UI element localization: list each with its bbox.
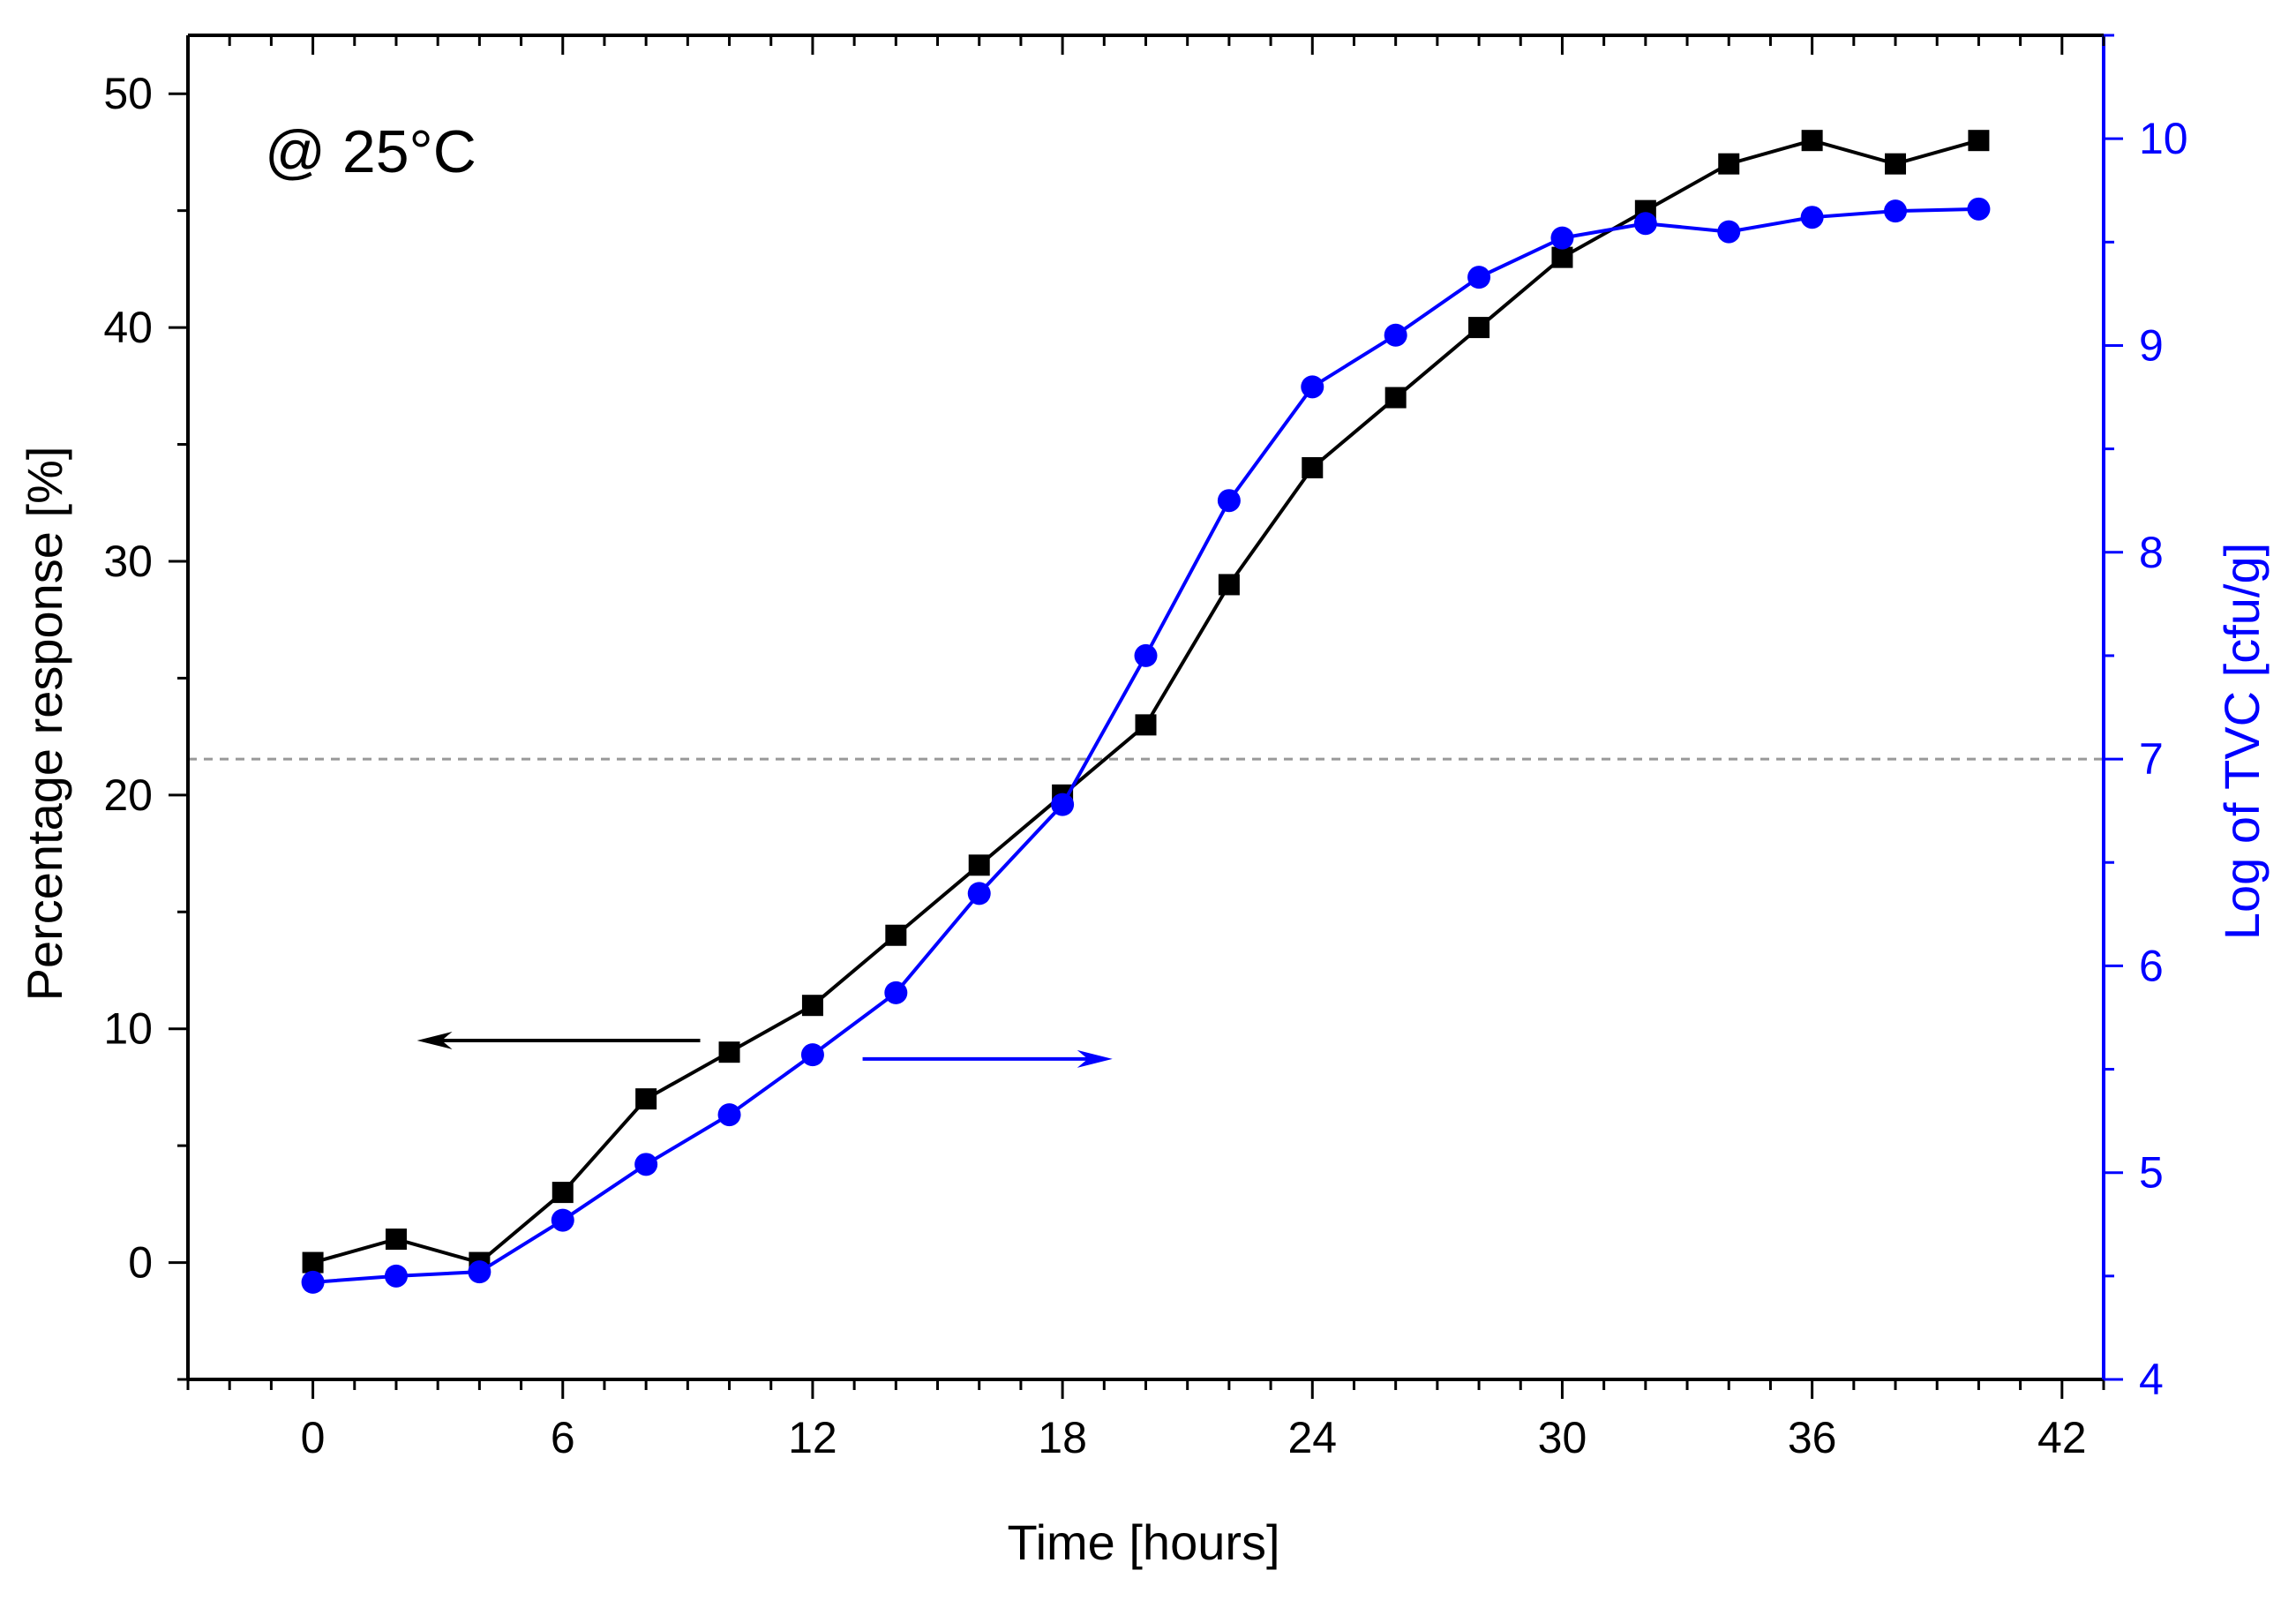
x-tick-label: 0 xyxy=(301,1413,326,1462)
x-tick-label: 24 xyxy=(1287,1413,1337,1462)
tvc-point xyxy=(1550,226,1574,250)
y2-tick-label: 9 xyxy=(2139,320,2164,370)
x-tick-label: 6 xyxy=(551,1413,575,1462)
tvc-point xyxy=(551,1208,574,1232)
tvc-point xyxy=(1967,197,1991,221)
tvc-point xyxy=(717,1103,741,1127)
percentage-response-point xyxy=(1218,574,1240,596)
y2-tick-label: 4 xyxy=(2139,1355,2164,1404)
y-tick-label: 50 xyxy=(103,69,153,118)
percentage-response-point xyxy=(1135,714,1157,736)
percentage-response-point xyxy=(1718,153,1740,175)
tvc-point xyxy=(468,1260,491,1284)
tvc-point xyxy=(800,1043,824,1067)
percentage-response-point xyxy=(1968,130,1990,152)
x-tick-label: 36 xyxy=(1788,1413,1837,1462)
tvc-point xyxy=(884,981,908,1004)
x-tick-label: 30 xyxy=(1538,1413,1587,1462)
percentage-response-point xyxy=(1551,246,1573,268)
y-tick-label: 20 xyxy=(103,770,153,820)
y2-tick-label: 7 xyxy=(2139,734,2164,784)
tvc-point xyxy=(1633,212,1657,236)
tvc-point xyxy=(1134,643,1158,667)
percentage-response-point xyxy=(718,1041,740,1063)
y-tick-label: 30 xyxy=(103,537,153,586)
x-tick-label: 42 xyxy=(2037,1413,2087,1462)
tvc-point xyxy=(1884,199,1908,223)
tvc-point xyxy=(634,1153,658,1176)
tvc-point xyxy=(1051,793,1075,816)
percentage-response-point xyxy=(1885,153,1907,175)
percentage-response-point xyxy=(635,1088,657,1110)
tvc-point xyxy=(1217,489,1241,513)
x-tick-label: 12 xyxy=(788,1413,837,1462)
temperature-annotation: @ 25°C xyxy=(265,118,476,185)
y-tick-label: 10 xyxy=(103,1004,153,1054)
percentage-response-point xyxy=(968,854,990,876)
y2-tick-label: 8 xyxy=(2139,528,2164,577)
percentage-response-point xyxy=(801,995,823,1017)
percentage-response-point xyxy=(551,1182,574,1204)
y-tick-label: 40 xyxy=(103,303,153,352)
x-axis-title: Time [hours] xyxy=(1007,1514,1279,1570)
y2-tick-label: 5 xyxy=(2139,1148,2164,1198)
tvc-point xyxy=(1717,220,1741,244)
y2-tick-label: 10 xyxy=(2139,114,2188,163)
y-tick-label: 0 xyxy=(128,1238,153,1288)
percentage-response-point xyxy=(302,1251,324,1274)
percentage-response-point xyxy=(385,1229,407,1251)
y2-axis-title: Log of TVC [cfu/g] xyxy=(2214,543,2270,940)
tvc-point xyxy=(1384,323,1407,347)
y2-tick-label: 6 xyxy=(2139,941,2164,990)
percentage-response-point xyxy=(885,924,907,946)
x-tick-label: 18 xyxy=(1038,1413,1087,1462)
percentage-response-point xyxy=(1801,130,1823,152)
points-to-right-axis-arrow-head xyxy=(1077,1049,1113,1068)
tvc-point xyxy=(1301,375,1324,399)
tvc-point xyxy=(967,882,991,905)
percentage-response-point xyxy=(1468,317,1490,339)
tvc-point xyxy=(1467,266,1491,289)
percentage-response-point xyxy=(1384,387,1407,409)
y-axis-title: Percentage response [%] xyxy=(17,447,72,1002)
percentage-response-point xyxy=(1302,457,1324,479)
tvc-point xyxy=(301,1270,325,1294)
points-to-left-axis-arrow-head xyxy=(416,1031,453,1049)
tvc-point xyxy=(1800,206,1824,229)
tvc-point xyxy=(384,1264,408,1288)
